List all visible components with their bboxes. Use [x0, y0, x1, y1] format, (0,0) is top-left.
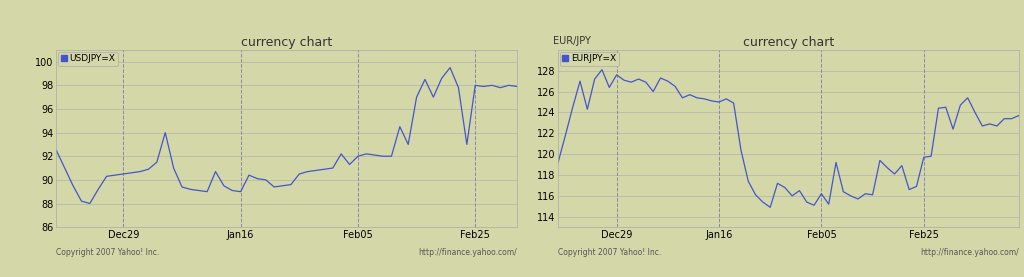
Legend: EURJPY=X: EURJPY=X	[560, 52, 618, 66]
Title: currency chart: currency chart	[241, 36, 333, 49]
Text: Copyright 2007 Yahoo! Inc.: Copyright 2007 Yahoo! Inc.	[56, 248, 160, 257]
Text: http://finance.yahoo.com/: http://finance.yahoo.com/	[419, 248, 517, 257]
Text: Copyright 2007 Yahoo! Inc.: Copyright 2007 Yahoo! Inc.	[558, 248, 662, 257]
Text: EUR/JPY: EUR/JPY	[554, 36, 591, 46]
Legend: USDJPY=X: USDJPY=X	[58, 52, 118, 66]
Text: http://finance.yahoo.com/: http://finance.yahoo.com/	[921, 248, 1019, 257]
Title: currency chart: currency chart	[742, 36, 835, 49]
